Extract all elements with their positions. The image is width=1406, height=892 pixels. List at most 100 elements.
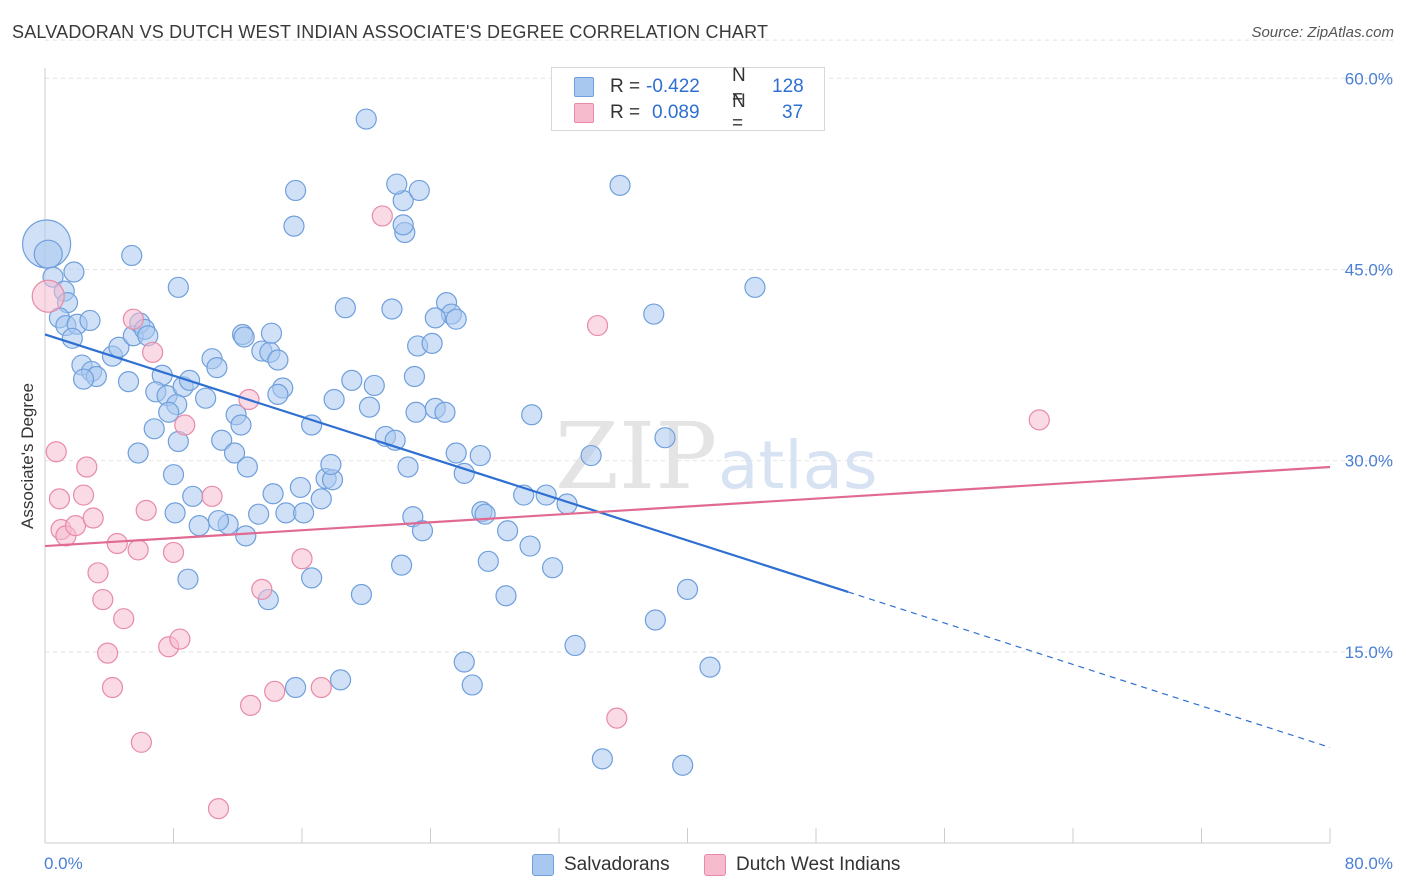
x-tick-label-max: 80.0% xyxy=(1345,854,1393,873)
data-point xyxy=(676,578,699,600)
data-point xyxy=(411,520,434,542)
data-point xyxy=(289,476,311,499)
data-point xyxy=(195,387,217,409)
data-point xyxy=(453,651,475,673)
data-point xyxy=(341,369,363,391)
data-point xyxy=(521,404,543,426)
trend-line-dutch-west-indians xyxy=(44,465,1331,548)
data-point xyxy=(461,674,483,696)
x-axis-ticks xyxy=(44,828,1331,843)
data-point xyxy=(211,429,233,451)
data-point xyxy=(248,503,270,525)
y-tick-label: 30.0% xyxy=(1345,452,1393,471)
data-point xyxy=(329,669,352,691)
data-point xyxy=(591,748,613,770)
data-point xyxy=(87,562,109,584)
data-point xyxy=(31,279,65,313)
data-point xyxy=(405,401,427,423)
series-dutch-west-indians xyxy=(31,205,1050,820)
data-point xyxy=(284,179,307,202)
legend-item-dutch-west-indians: Dutch West Indians xyxy=(704,852,900,878)
legend-n-value: 128 xyxy=(772,76,804,97)
data-point xyxy=(142,341,164,363)
y-axis-tick-labels: 15.0% 30.0% 45.0% 60.0% xyxy=(1345,69,1393,662)
data-point xyxy=(469,444,491,467)
legend-swatch-blue xyxy=(574,77,594,97)
legend-swatch-pink xyxy=(574,103,594,123)
data-point xyxy=(113,608,135,630)
data-point xyxy=(61,327,83,349)
data-point xyxy=(320,453,342,476)
data-point xyxy=(586,314,609,337)
data-point xyxy=(262,483,284,505)
data-point xyxy=(251,578,273,600)
y-tick-label: 60.0% xyxy=(1345,69,1393,88)
data-point xyxy=(260,322,283,344)
data-point xyxy=(580,444,602,467)
data-point xyxy=(267,383,289,405)
data-point xyxy=(97,642,119,664)
data-point xyxy=(445,442,467,464)
legend-n-value: 37 xyxy=(782,102,804,123)
data-point xyxy=(355,108,377,130)
data-point xyxy=(390,554,413,576)
data-point xyxy=(127,539,149,561)
zipatlas-watermark: ZIP atlas xyxy=(555,403,878,510)
data-point xyxy=(275,502,297,524)
legend-label-dutch-west-indians: Dutch West Indians xyxy=(736,854,901,875)
data-point xyxy=(699,656,721,678)
legend-r-label: R = xyxy=(610,76,641,97)
data-point xyxy=(236,456,258,478)
data-point xyxy=(350,583,373,606)
data-point xyxy=(130,731,152,753)
legend-r-label: R = xyxy=(610,102,641,123)
data-point xyxy=(135,499,157,521)
data-point xyxy=(474,503,496,525)
chart-title: SALVADORAN VS DUTCH WEST INDIAN ASSOCIAT… xyxy=(12,22,769,42)
data-point xyxy=(408,179,430,202)
data-point xyxy=(33,239,63,269)
data-point xyxy=(363,374,385,397)
y-tick-label: 45.0% xyxy=(1345,260,1393,279)
data-point xyxy=(201,485,223,507)
data-point xyxy=(72,368,95,390)
data-point xyxy=(403,365,426,388)
data-point xyxy=(143,418,165,440)
data-point xyxy=(609,174,631,196)
trend-line-salvadorans xyxy=(44,333,849,593)
data-point xyxy=(541,557,564,579)
data-point xyxy=(293,502,315,524)
data-point xyxy=(45,441,67,463)
data-point xyxy=(106,532,128,555)
data-point xyxy=(434,401,456,423)
data-point xyxy=(79,309,101,332)
data-point xyxy=(169,628,191,650)
data-point xyxy=(606,707,628,729)
data-point xyxy=(334,297,356,319)
data-point xyxy=(445,308,467,330)
data-point xyxy=(174,414,196,436)
data-point xyxy=(230,414,252,436)
data-point xyxy=(122,308,144,330)
data-point xyxy=(519,535,541,557)
y-tick-label: 15.0% xyxy=(1345,643,1393,662)
series-salvadorans xyxy=(22,108,766,776)
data-point xyxy=(301,414,323,436)
data-point xyxy=(284,676,307,699)
y-axis-label: Associate's Degree xyxy=(18,383,37,529)
data-point xyxy=(672,754,694,776)
legend-r-value: 0.089 xyxy=(652,102,700,123)
data-point xyxy=(744,276,766,298)
data-point xyxy=(497,520,519,542)
data-point xyxy=(177,568,199,590)
legend-swatch-pink xyxy=(704,854,726,876)
data-point xyxy=(644,609,666,631)
data-point xyxy=(310,488,332,510)
data-point xyxy=(82,507,104,529)
source-label: Source: ZipAtlas.com xyxy=(1251,24,1394,41)
data-point xyxy=(167,276,189,298)
data-point xyxy=(162,464,185,486)
data-point xyxy=(301,567,323,589)
data-point xyxy=(76,456,98,478)
